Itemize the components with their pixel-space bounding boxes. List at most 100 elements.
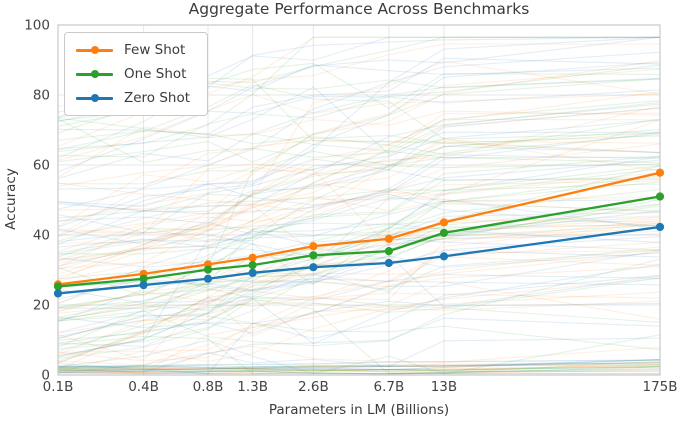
- background-benchmark-line: [57, 362, 661, 372]
- series-line-one-shot: [57, 195, 661, 288]
- background-benchmark-line: [57, 274, 661, 300]
- background-benchmark-line: [57, 203, 661, 288]
- x-tick-label: 2.6B: [298, 379, 329, 395]
- background-benchmark-line: [57, 366, 661, 372]
- background-benchmark-line: [57, 64, 661, 158]
- background-benchmark-line: [57, 256, 661, 283]
- x-tick-label: 0.4B: [128, 379, 159, 395]
- one-shot-line-marker-icon: [76, 69, 113, 79]
- background-benchmark-line: [57, 51, 661, 190]
- series-marker-few-shot: [309, 242, 318, 251]
- background-benchmark-line: [57, 119, 661, 243]
- background-benchmark-line: [57, 366, 661, 375]
- background-benchmark-line: [57, 159, 661, 215]
- background-benchmark-line: [57, 199, 661, 248]
- background-benchmark-line: [57, 199, 661, 350]
- series-line-zero-shot: [57, 225, 661, 295]
- background-benchmark-line: [57, 163, 661, 287]
- series-marker-one-shot: [439, 228, 449, 237]
- background-benchmark-line: [57, 36, 661, 173]
- background-benchmark-line: [57, 292, 661, 353]
- background-benchmark-line: [57, 258, 661, 347]
- background-benchmark-line: [57, 358, 661, 370]
- background-benchmark-line: [57, 100, 661, 261]
- background-benchmark-line: [57, 171, 661, 262]
- legend-label-one-shot: One Shot: [124, 66, 187, 82]
- series-marker-zero-shot: [309, 263, 318, 272]
- series-marker-few-shot: [439, 218, 449, 227]
- x-tick-label: 0.8B: [193, 379, 224, 395]
- background-benchmark-line: [57, 177, 661, 255]
- background-benchmark-line: [57, 154, 661, 357]
- background-benchmark-line: [57, 203, 661, 364]
- background-benchmark-line: [57, 296, 661, 341]
- few-shot-line-marker-icon: [76, 45, 113, 55]
- background-benchmark-line: [57, 141, 661, 214]
- x-tick-label: 6.7B: [374, 379, 405, 395]
- background-benchmark-line: [57, 216, 661, 321]
- background-benchmark-line: [57, 274, 661, 375]
- y-tick-label: 0: [41, 368, 50, 384]
- legend-item-one-shot: One Shot: [76, 66, 190, 82]
- background-benchmark-line: [57, 205, 661, 286]
- background-benchmark-line: [57, 249, 661, 299]
- background-benchmark-line: [57, 36, 660, 150]
- background-benchmark-line: [57, 105, 661, 235]
- background-benchmark-line: [57, 93, 661, 161]
- background-benchmark-line: [57, 359, 661, 371]
- background-benchmark-line: [57, 277, 661, 352]
- background-benchmark-line: [57, 249, 661, 323]
- background-benchmark-line: [57, 246, 661, 362]
- background-benchmark-line: [57, 169, 661, 247]
- background-benchmark-line: [57, 86, 661, 155]
- background-benchmark-line: [57, 254, 661, 334]
- background-benchmark-line: [57, 202, 661, 340]
- background-benchmark-line: [57, 103, 661, 246]
- background-benchmark-line: [57, 224, 661, 321]
- series-marker-few-shot: [248, 253, 257, 262]
- background-benchmark-line: [57, 197, 661, 245]
- background-benchmark-line: [57, 117, 661, 164]
- background-benchmark-line: [57, 222, 661, 267]
- y-tick-label: 60: [33, 158, 50, 174]
- background-benchmark-line: [57, 366, 661, 373]
- background-benchmark-line: [57, 36, 661, 228]
- series-marker-one-shot: [139, 274, 148, 283]
- background-benchmark-line: [57, 181, 661, 318]
- background-benchmark-line: [57, 78, 661, 308]
- background-benchmark-line: [57, 128, 661, 256]
- background-benchmark-line: [57, 130, 661, 155]
- background-benchmark-line: [57, 365, 661, 375]
- background-benchmark-line: [57, 230, 661, 268]
- series-line-few-shot: [57, 171, 661, 286]
- background-benchmark-line: [57, 195, 661, 278]
- x-tick-label: 0.1B: [43, 379, 74, 395]
- legend-item-few-shot: Few Shot: [76, 42, 190, 58]
- background-benchmark-line: [57, 165, 661, 348]
- series-marker-few-shot: [384, 234, 393, 243]
- background-benchmark-line: [57, 263, 661, 345]
- background-benchmark-line: [57, 361, 661, 373]
- series-marker-few-shot: [655, 168, 665, 177]
- series-marker-one-shot: [248, 261, 257, 270]
- background-benchmark-line: [57, 110, 661, 178]
- background-benchmark-line: [57, 134, 661, 163]
- background-benchmark-line: [57, 143, 661, 275]
- legend-label-few-shot: Few Shot: [124, 42, 186, 58]
- background-benchmark-line: [57, 150, 661, 185]
- series-marker-zero-shot: [439, 252, 449, 261]
- series-marker-zero-shot: [248, 268, 257, 277]
- background-benchmark-line: [57, 366, 661, 374]
- background-benchmark-line: [57, 300, 661, 362]
- series-marker-one-shot: [384, 247, 393, 256]
- background-benchmark-line: [57, 298, 661, 375]
- background-benchmark-line: [57, 364, 661, 368]
- legend-label-zero-shot: Zero Shot: [124, 90, 191, 106]
- background-benchmark-line: [57, 300, 661, 335]
- x-axis-label: Parameters in LM (Billions): [268, 402, 450, 418]
- chart-title: Aggregate Performance Across Benchmarks: [188, 0, 530, 18]
- background-benchmark-line: [57, 59, 661, 236]
- background-benchmark-line: [57, 218, 661, 313]
